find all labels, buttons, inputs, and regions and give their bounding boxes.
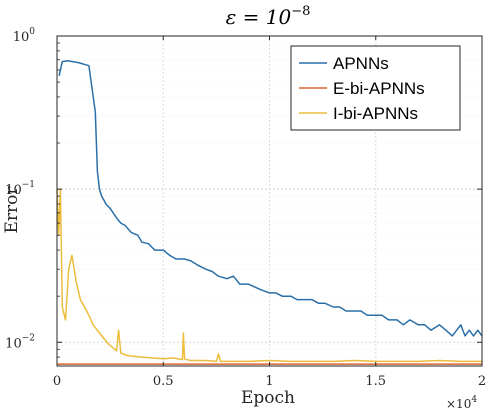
y-tick-label: 100	[13, 27, 36, 45]
y-tick-exponent: 0	[29, 27, 35, 37]
x-tick-label: 0.5	[153, 374, 174, 389]
y-tick-label: 10−2	[5, 333, 35, 351]
chart-title-text: ε = 10	[226, 5, 292, 29]
legend-label: E-bi-APNNs	[333, 79, 425, 98]
y-tick-exponent: −2	[22, 333, 35, 343]
y-tick-exponent: −1	[22, 180, 35, 190]
y-axis-label: Error	[2, 186, 22, 234]
chart-title-exponent: −8	[291, 4, 310, 19]
x-tick-label: 2	[478, 374, 486, 389]
x-tick-label: 0	[53, 374, 61, 389]
x-axis-multiplier: ×104	[446, 395, 477, 410]
x-tick-label: 1	[265, 374, 273, 389]
series-line-i-bi-apnns	[56, 188, 482, 363]
x-multiplier-exp: 4	[471, 395, 477, 405]
series-line-apnns	[58, 59, 483, 337]
grid-lines	[57, 36, 482, 366]
x-multiplier-base: ×10	[446, 397, 471, 410]
legend: APNNs E-bi-APNNs I-bi-APNNs	[290, 45, 461, 131]
legend-label: APNNs	[333, 54, 389, 73]
x-axis-label: Epoch	[241, 388, 295, 408]
legend-label: I-bi-APNNs	[333, 104, 418, 123]
x-tick-label: 1.5	[365, 374, 386, 389]
chart-title: ε = 10−8	[226, 4, 311, 29]
